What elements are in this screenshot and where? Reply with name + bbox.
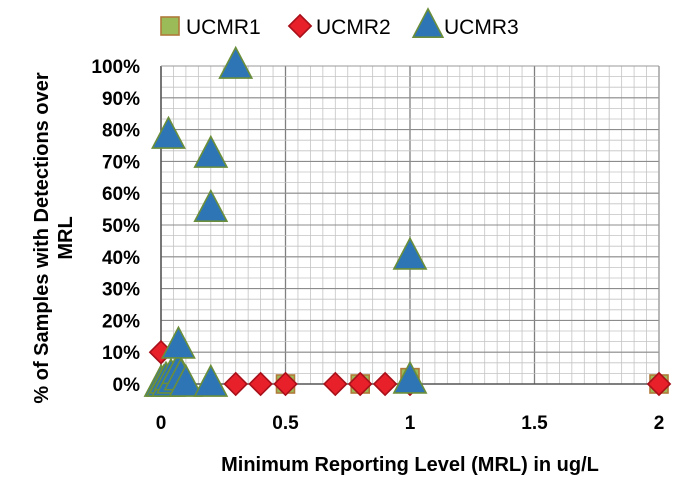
legend-label: UCMR3 — [444, 16, 519, 39]
legend: UCMR1 UCMR2 UCMR3 — [160, 7, 519, 39]
data-points — [143, 45, 672, 397]
data-point — [168, 363, 204, 397]
y-tick-label: 70% — [102, 152, 140, 173]
y-tick-label: 90% — [102, 89, 140, 110]
y-tick-label: 20% — [102, 311, 140, 332]
legend-label: UCMR1 — [186, 16, 261, 39]
data-point — [223, 371, 248, 397]
y-axis-title-line-2: MRL — [55, 216, 77, 259]
x-tick-label: 0 — [156, 413, 167, 434]
legend-label: UCMR2 — [316, 16, 391, 39]
y-tick-label: 100% — [91, 57, 140, 78]
y-tick-label: 80% — [102, 121, 140, 142]
legend-marker — [287, 13, 313, 39]
data-point — [248, 371, 273, 397]
legend-entry-ucmr2: UCMR2 — [287, 13, 391, 39]
legend-marker — [160, 16, 180, 36]
x-axis-title: Minimum Reporting Level (MRL) in ug/L — [221, 454, 599, 476]
x-tick-label: 0.5 — [272, 413, 299, 434]
x-tick-label: 2 — [654, 413, 665, 434]
legend-marker — [411, 7, 445, 38]
x-tick-label: 1.5 — [521, 413, 548, 434]
data-point — [392, 236, 428, 270]
series-ucmr2 — [148, 339, 672, 397]
data-point — [151, 115, 186, 149]
y-tick-label: 0% — [113, 375, 141, 396]
series-ucmr3 — [143, 45, 428, 397]
data-point — [392, 360, 428, 394]
data-point — [323, 371, 348, 397]
y-tick-label: 10% — [102, 343, 140, 364]
legend-entry-ucmr1: UCMR1 — [160, 16, 261, 39]
y-axis-title-line-1: % of Samples with Detections over — [31, 72, 53, 403]
y-tick-labels: 0% 10% 20% 30% 40% 50% 60% 70% 80% 90% 100% — [91, 57, 140, 396]
data-point — [193, 134, 229, 168]
grid — [160, 65, 660, 385]
data-point — [372, 371, 398, 397]
data-point — [273, 371, 298, 397]
y-tick-label: 50% — [102, 216, 140, 237]
y-tick-label: 60% — [102, 184, 140, 205]
data-point — [193, 363, 229, 397]
data-point — [160, 325, 196, 359]
y-tick-label: 40% — [102, 248, 140, 269]
data-point — [193, 188, 229, 222]
legend-entry-ucmr3: UCMR3 — [411, 7, 519, 39]
x-tick-labels: 0 0.5 1 1.5 2 — [156, 413, 665, 434]
data-point — [347, 371, 373, 397]
data-point — [646, 371, 672, 397]
x-tick-label: 1 — [405, 413, 416, 434]
data-point — [218, 45, 254, 79]
y-tick-label: 30% — [102, 280, 140, 301]
